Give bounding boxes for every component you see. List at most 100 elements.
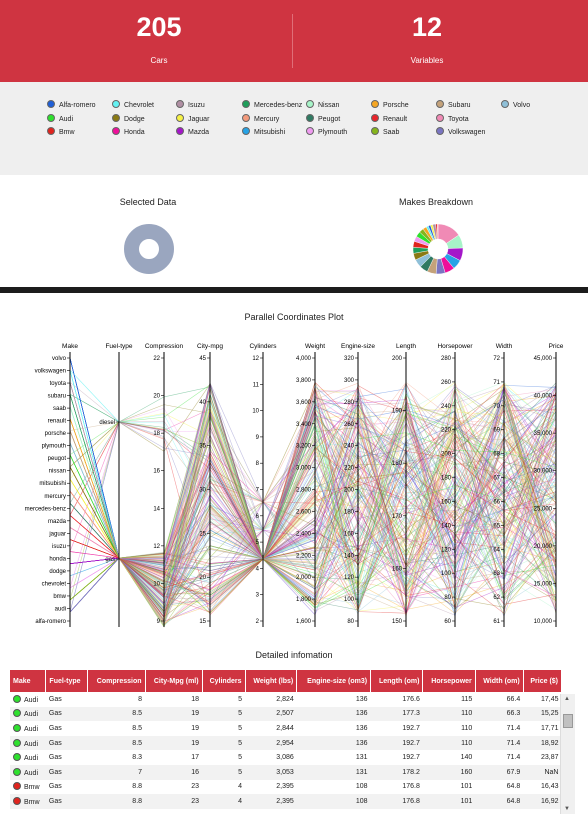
col-header-horsepower[interactable]: Horsepower (422, 670, 476, 692)
axis-tick-label: saab (53, 406, 67, 412)
makes-breakdown-donut[interactable] (410, 221, 466, 277)
axis-title: Make (62, 343, 78, 350)
pcp-axis-length[interactable]: Length 200 190 180 170 160 150 (392, 343, 416, 627)
table-row[interactable]: Audi Gas 8.5 19 5 2,954 136 192.7 110 71.4 18,92 (10, 735, 562, 751)
pcp-axis-horsepower[interactable]: Horsepower 280 260 240 220 200 180 160 140 120 100… (437, 343, 473, 627)
table-row[interactable]: Audi Gas 8.5 19 5 2,507 136 177.3 110 66.3 15,25 (10, 706, 562, 722)
pcp-axis-fuel-type[interactable]: Fuel-type diesel gas (99, 343, 133, 627)
legend-item-dodge[interactable]: Dodge (112, 114, 145, 125)
legend-item-peugot[interactable]: Peugot (306, 114, 340, 125)
selected-data-donut[interactable] (121, 221, 177, 277)
legend-item-volvo[interactable]: Volvo (501, 100, 530, 111)
legend-item-plymouth[interactable]: Plymouth (306, 127, 347, 138)
legend-label: Mercury (254, 116, 280, 123)
pcp-axis-price[interactable]: Price 45,000 40,000 35,000 30,000 25,000 20,00… (534, 343, 564, 627)
legend-dot-icon (436, 100, 444, 108)
table-row[interactable]: Audi Gas 8.5 19 5 2,844 136 192.7 110 71.4 17,71 (10, 721, 562, 736)
pcp-axis-engine-size[interactable]: Engine-size 320 300 280 260 240 220 200 180 160 14… (341, 343, 375, 627)
donut-slice[interactable] (437, 223, 439, 240)
legend-item-mitsubishi[interactable]: Mitsubishi (242, 127, 285, 138)
axis-tick-label: 70 (493, 404, 500, 410)
table-cell: 101 (422, 794, 476, 809)
pcp-title: Parallel Coordinates Plot (244, 312, 344, 322)
make-label: Audi (24, 696, 39, 704)
scroll-thumb[interactable] (563, 714, 573, 728)
table-cell: 5 (202, 706, 245, 722)
legend-label: Renault (383, 116, 408, 123)
legend-item-volkswagen[interactable]: Volkswagen (436, 127, 485, 138)
pcp-axis-make[interactable]: Make volvo volkswagen toyota subaru saab renau… (25, 343, 79, 627)
legend-item-toyota[interactable]: Toyota (436, 114, 469, 125)
legend-item-mazda[interactable]: Mazda (176, 127, 209, 138)
legend-label: Saab (383, 129, 400, 136)
axis-tick-label: 10 (252, 409, 259, 415)
pcp-axis-weight[interactable]: Weight 4,000 3,800 3,600 3,400 3,200 3,000 2,80… (296, 343, 325, 627)
col-header-city-mpg[interactable]: City-Mpg (ml) (145, 670, 203, 692)
axis-tick-label: 9 (157, 619, 161, 625)
table-row[interactable]: Bmw Gas 8.8 23 4 2,395 108 176.8 101 64.8 16,43 (10, 780, 562, 795)
axis-tick-label: 35,000 (534, 431, 553, 437)
table-cell: 8.5 (87, 706, 146, 722)
table-cell: 16,43 (540, 783, 559, 791)
table-cell: 64.8 (506, 783, 521, 791)
col-header-make[interactable]: Make (10, 670, 47, 692)
parallel-coordinates-plot[interactable]: Make volvo volkswagen toyota subaru saab renau… (0, 335, 588, 645)
col-header-length[interactable]: Length (om) (370, 670, 424, 692)
col-header-price[interactable]: Price ($) (523, 670, 563, 692)
axis-tick-label: 5 (256, 540, 260, 546)
legend-item-saab[interactable]: Saab (371, 127, 399, 138)
make-label: Audi (24, 725, 39, 733)
table-cell: 8.5 (132, 724, 143, 732)
pcp-axis-compression[interactable]: Compression 22 20 18 16 14 12 10 9 (145, 343, 184, 627)
make-dot-icon (13, 796, 21, 805)
table-row[interactable]: Audi Gas 8 18 5 2,824 136 176.6 115 66.4 17,45 (10, 692, 562, 707)
axis-tick-label: 10 (153, 581, 160, 587)
col-header-engine-size[interactable]: Engine-size (om3) (296, 670, 372, 692)
detail-table-container[interactable]: Make Fuel-type Compression City-Mpg (ml) Cyl… (10, 670, 576, 814)
legend-item-porsche[interactable]: Porsche (371, 100, 409, 111)
table-cell: 5 (238, 695, 242, 703)
pcp-axis-city-mpg[interactable]: City-mpg 45 40 35 30 25 20 15 (197, 343, 223, 627)
legend-item-honda[interactable]: Honda (112, 127, 145, 138)
legend-item-subaru[interactable]: Subaru (436, 100, 471, 111)
legend-item-isuzu[interactable]: Isuzu (176, 100, 205, 111)
legend-item-renault[interactable]: Renault (371, 114, 407, 125)
legend-item-mercedes-benz[interactable]: Mercedes-benz (242, 100, 302, 111)
legend-dot-icon (176, 100, 184, 108)
table-row[interactable]: Audi Gas 7 16 5 3,053 131 178.2 160 67.9 NaN (10, 764, 562, 780)
axis-tick-label: 69 (493, 428, 500, 434)
axis-tick-label: 140 (441, 523, 452, 529)
table-cell: 110 (461, 724, 473, 732)
axis-tick-label: 170 (392, 514, 403, 520)
table-row[interactable]: Bmw Gas 8.8 23 4 2,395 108 176.8 101 64.8 16,92 (10, 794, 562, 809)
col-header-width[interactable]: Width (om) (475, 670, 524, 692)
legend-item-audi[interactable]: Audi (47, 114, 73, 125)
legend-item-bmw[interactable]: Bmw (47, 127, 75, 138)
legend-item-chevrolet[interactable]: Chevrolet (112, 100, 154, 111)
legend-label: Mitsubishi (254, 129, 286, 136)
legend-dot-icon (242, 100, 250, 108)
legend-item-nissan[interactable]: Nissan (306, 100, 339, 111)
axis-tick-label: 35 (199, 444, 206, 450)
legend-item-alfa-romero[interactable]: Alfa-romero (47, 100, 96, 111)
axis-tick-label: 2 (256, 619, 260, 625)
col-header-fuel-type[interactable]: Fuel-type (45, 670, 89, 692)
pcp-axis-width[interactable]: Width 72 71 70 69 68 67 66 65 64 63 62 61 (493, 343, 513, 627)
col-header-compression[interactable]: Compression (87, 670, 146, 692)
axis-tick-label: subaru (48, 394, 66, 400)
col-header-cylinders[interactable]: Cylinders (202, 670, 246, 692)
legend-item-jaguar[interactable]: Jaguar (176, 114, 209, 125)
col-header-weight[interactable]: Weight (lbs) (245, 670, 298, 692)
legend-item-mercury[interactable]: Mercury (242, 114, 279, 125)
table-cell: 2,395 (276, 783, 294, 791)
scroll-up-icon[interactable]: ▲ (564, 696, 570, 702)
scroll-down-icon[interactable]: ▼ (564, 806, 570, 812)
table-cell: 8.5 (87, 735, 146, 751)
donut-slice[interactable] (124, 224, 174, 274)
cell-make: Audi (10, 764, 46, 780)
table-scrollbar[interactable]: ▲ ▼ (560, 694, 575, 814)
axis-tick-label: 180 (392, 461, 403, 467)
table-row[interactable]: Audi Gas 8.3 17 5 3,086 131 192.7 140 71.4 23,87 (10, 750, 562, 765)
axis-tick-label: 40,000 (534, 394, 553, 400)
pcp-axis-cylinders[interactable]: Cylinders 12 11 10 9 8 7 6 5 4 3 2 (249, 343, 277, 627)
